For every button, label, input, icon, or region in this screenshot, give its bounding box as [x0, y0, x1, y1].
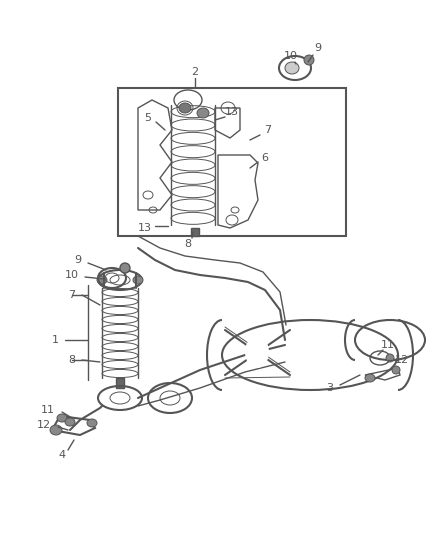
Text: 13: 13: [225, 107, 239, 117]
Ellipse shape: [197, 108, 209, 118]
Text: 5: 5: [145, 113, 152, 123]
Text: 2: 2: [191, 67, 198, 77]
Ellipse shape: [245, 336, 269, 368]
Ellipse shape: [392, 366, 400, 374]
Ellipse shape: [179, 103, 191, 113]
Ellipse shape: [285, 62, 299, 74]
Ellipse shape: [365, 374, 375, 382]
Bar: [116, 378, 124, 388]
Bar: [191, 228, 199, 236]
Text: 9: 9: [314, 43, 321, 53]
Ellipse shape: [50, 425, 62, 435]
Text: 10: 10: [65, 270, 79, 280]
Text: 7: 7: [68, 290, 76, 300]
Ellipse shape: [120, 263, 130, 273]
Ellipse shape: [386, 354, 394, 362]
Ellipse shape: [97, 276, 107, 284]
Text: 4: 4: [58, 450, 66, 460]
Text: 8: 8: [184, 239, 191, 249]
Ellipse shape: [133, 276, 143, 284]
Text: 11: 11: [41, 405, 55, 415]
Text: 9: 9: [74, 255, 81, 265]
Text: 11: 11: [381, 340, 395, 350]
Text: 8: 8: [68, 355, 76, 365]
Ellipse shape: [304, 55, 314, 65]
Text: 3: 3: [326, 383, 333, 393]
Text: 12: 12: [37, 420, 51, 430]
Ellipse shape: [87, 419, 97, 427]
Bar: [118, 88, 346, 236]
Text: 10: 10: [284, 51, 298, 61]
Text: 13: 13: [138, 223, 152, 233]
Text: 7: 7: [265, 125, 272, 135]
Ellipse shape: [65, 418, 75, 426]
Text: 1: 1: [52, 335, 59, 345]
Text: 12: 12: [395, 355, 409, 365]
Ellipse shape: [57, 414, 67, 422]
Text: 6: 6: [261, 153, 268, 163]
